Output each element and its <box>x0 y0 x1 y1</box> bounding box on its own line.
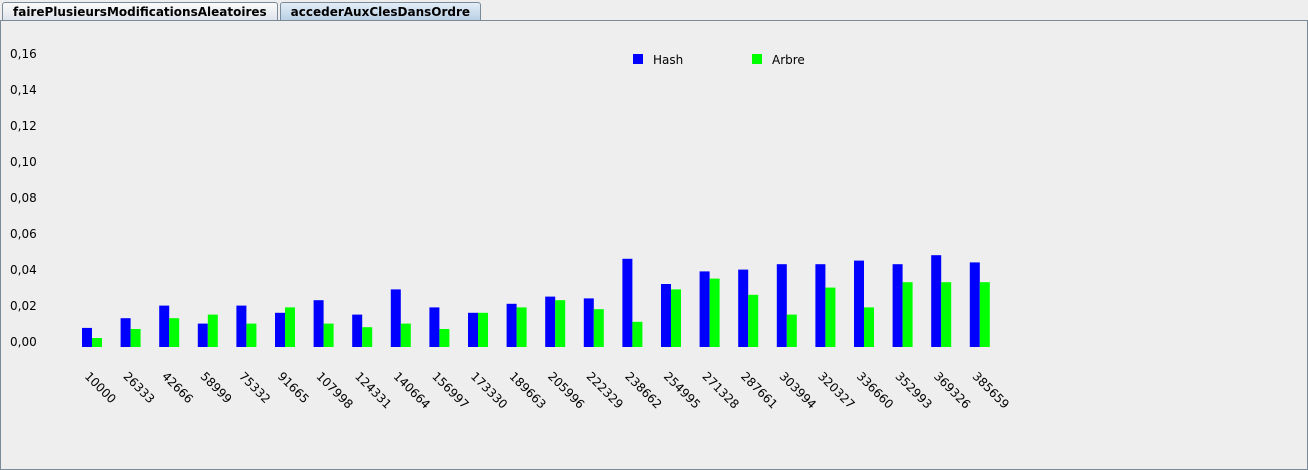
x-tick-label: 189663 <box>506 369 548 411</box>
legend-swatch <box>633 54 643 64</box>
x-tick-label: 271328 <box>699 369 741 411</box>
bar <box>439 329 450 347</box>
x-tick-label: 369326 <box>931 369 973 411</box>
bar <box>275 312 285 347</box>
bar <box>786 314 797 347</box>
bar <box>671 289 681 347</box>
bar <box>979 282 990 347</box>
bar <box>555 300 566 347</box>
x-tick-label: 287661 <box>738 369 780 411</box>
legend-label: Arbre <box>772 53 805 67</box>
x-tick-label: 254995 <box>661 369 703 411</box>
bar <box>748 294 759 347</box>
bar <box>478 312 488 347</box>
bar <box>120 318 131 347</box>
bar <box>468 312 478 347</box>
bar <box>82 327 92 347</box>
bar <box>593 309 604 347</box>
bar <box>285 307 295 347</box>
legend-label: Hash <box>653 53 683 67</box>
bar <box>864 307 874 347</box>
bar <box>352 314 363 347</box>
bar <box>246 323 257 347</box>
bar <box>159 305 170 347</box>
bar <box>709 278 720 347</box>
x-tick-label: 303994 <box>777 369 819 411</box>
x-tick-label: 222329 <box>584 369 626 411</box>
bar <box>400 323 411 347</box>
bar <box>632 321 643 347</box>
x-tick-label: 320327 <box>815 369 857 411</box>
bar <box>738 269 749 347</box>
tab-strip: fairePlusieursModificationsAleatoires ac… <box>2 2 483 21</box>
bar <box>699 271 710 347</box>
x-tick-label: 385659 <box>970 369 1012 411</box>
bar <box>169 318 180 347</box>
bar <box>931 255 942 347</box>
bar <box>313 300 324 347</box>
tab-active[interactable]: accederAuxClesDansOrdre <box>279 2 482 21</box>
bar <box>323 323 334 347</box>
bar <box>902 282 913 347</box>
x-tick-label: 75332 <box>236 369 273 406</box>
tab[interactable]: fairePlusieursModificationsAleatoires <box>2 2 278 21</box>
y-tick-label: 0,06 <box>10 227 37 241</box>
bar <box>362 327 373 347</box>
y-tick-label: 0,08 <box>10 191 37 205</box>
y-tick-label: 0,14 <box>10 83 37 97</box>
x-tick-label: 58999 <box>198 369 235 406</box>
x-tick-label: 124331 <box>352 369 394 411</box>
x-tick-label: 205996 <box>545 369 587 411</box>
legend-swatch <box>752 54 762 64</box>
y-tick-label: 0,02 <box>10 299 37 313</box>
bar <box>197 323 208 347</box>
bar <box>92 338 102 347</box>
x-tick-label: 42666 <box>159 369 196 406</box>
bar <box>815 264 826 347</box>
bar <box>622 258 633 347</box>
x-tick-label: 156997 <box>429 369 471 411</box>
bar <box>941 282 952 347</box>
bar <box>854 260 864 347</box>
y-tick-label: 0,16 <box>10 47 37 61</box>
x-tick-label: 140664 <box>391 369 433 411</box>
bar <box>661 284 671 347</box>
x-tick-label: 238662 <box>622 369 664 411</box>
x-tick-label: 352993 <box>892 369 934 411</box>
bar <box>207 314 218 347</box>
x-tick-label: 26333 <box>120 369 157 406</box>
bar <box>506 303 517 347</box>
bar <box>969 262 980 347</box>
bar <box>390 289 401 347</box>
x-tick-label: 173330 <box>468 369 510 411</box>
x-tick-label: 336660 <box>854 369 896 411</box>
bar <box>583 298 594 347</box>
bar <box>429 307 440 347</box>
y-tick-label: 0,04 <box>10 263 37 277</box>
x-tick-label: 91665 <box>275 369 312 406</box>
x-tick-label: 10000 <box>82 369 119 406</box>
bar <box>825 287 836 347</box>
bar <box>236 305 247 347</box>
y-tick-label: 0,00 <box>10 335 37 349</box>
x-tick-label: 107998 <box>313 369 355 411</box>
y-tick-label: 0,10 <box>10 155 37 169</box>
y-tick-label: 0,12 <box>10 119 37 133</box>
bar <box>892 264 903 347</box>
bar <box>130 329 141 347</box>
bar <box>776 264 787 347</box>
bar <box>516 307 527 347</box>
bar <box>545 296 556 347</box>
